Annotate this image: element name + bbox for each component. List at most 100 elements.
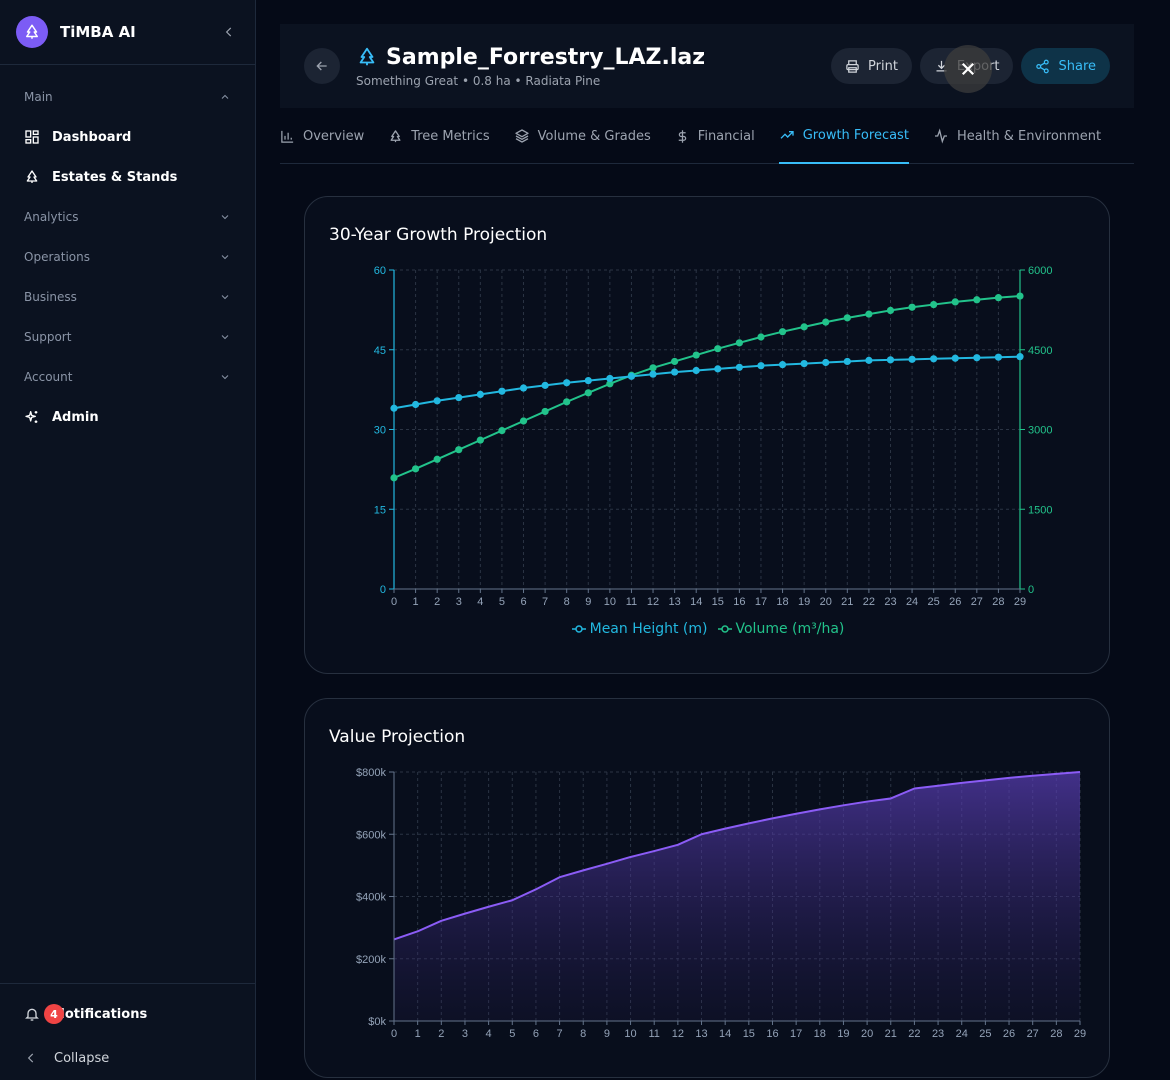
x-tick-label: 20	[820, 596, 832, 608]
x-tick-label: 3	[456, 596, 462, 608]
tab-label: Financial	[697, 128, 755, 144]
back-button[interactable]	[304, 48, 340, 84]
nav-section-label: Main	[24, 90, 53, 104]
close-overlay-button[interactable]	[944, 45, 993, 93]
y-tick-label: 6000	[1028, 265, 1052, 277]
volume-data-point	[411, 465, 420, 473]
volume-series-line	[393, 295, 1021, 479]
volume-data-point	[476, 436, 484, 444]
y-tick-label: 30	[374, 425, 386, 437]
volume-data-point	[908, 303, 916, 311]
x-tick-label: 4	[486, 1028, 492, 1040]
arrow-left-icon	[316, 61, 327, 71]
x-tick-label: 9	[585, 596, 591, 608]
sidebar-item-estates[interactable]: Estates & Stands	[0, 157, 255, 197]
chevron-down-icon	[221, 375, 229, 380]
tree-icon	[24, 169, 40, 185]
volume-data-point	[930, 300, 938, 309]
height-data-point	[1016, 353, 1024, 361]
nav-section-business[interactable]: Business	[0, 277, 255, 317]
share-button[interactable]: Share	[1021, 48, 1110, 84]
legend-label: Mean Height (m)	[589, 621, 708, 637]
print-button[interactable]: Print	[831, 48, 912, 84]
height-data-point	[541, 381, 549, 389]
sidebar-nav: Main Dashboard Estates & Stands Analytic…	[0, 65, 255, 437]
y-tick-label: 45	[374, 345, 386, 357]
x-tick-label: 19	[798, 596, 810, 608]
sidebar-footer: Notifications 4 Collapse	[0, 983, 255, 1080]
volume-data-point	[886, 306, 895, 315]
tab-volume-grades[interactable]: Volume & Grades	[514, 109, 651, 164]
share-icon	[1036, 59, 1050, 73]
legend-item-volume[interactable]: Volume (m³/ha)	[717, 621, 845, 637]
x-tick-label: 21	[885, 1028, 897, 1040]
y-tick-label: 15	[374, 504, 386, 516]
chevron-up-icon	[221, 94, 229, 99]
y-tick-label: $400k	[356, 892, 386, 904]
volume-data-point	[865, 310, 873, 318]
x-tick-label: 6	[533, 1028, 539, 1040]
value-area-fill	[394, 772, 1080, 1021]
tab-health-environment[interactable]: Health & Environment	[933, 109, 1101, 164]
bar-chart-icon	[281, 130, 294, 143]
tab-financial[interactable]: Financial	[675, 109, 755, 164]
chevron-left-icon[interactable]	[219, 22, 239, 42]
tab-tree-metrics[interactable]: Tree Metrics	[388, 109, 490, 164]
x-tick-label: 15	[743, 1028, 755, 1040]
legend-item-height[interactable]: Mean Height (m)	[571, 621, 708, 637]
x-tick-label: 22	[908, 1028, 920, 1040]
dashboard-grid-icon	[24, 129, 40, 145]
nav-section-operations[interactable]: Operations	[0, 237, 255, 277]
value-series-line	[393, 771, 1081, 941]
notifications-button[interactable]: Notifications 4	[0, 992, 255, 1036]
tab-bar: Overview Tree Metrics Volume & Grades Fi…	[280, 109, 1134, 164]
nav-section-label: Account	[24, 370, 73, 384]
x-tick-label: 23	[884, 596, 896, 608]
volume-data-point	[692, 351, 700, 359]
nav-section-analytics[interactable]: Analytics	[0, 197, 255, 237]
sidebar-item-label: Admin	[52, 409, 99, 425]
height-data-point	[994, 353, 1003, 361]
x-tick-label: 8	[580, 1028, 586, 1040]
x-tick-label: 2	[434, 596, 440, 608]
volume-data-point	[519, 417, 528, 425]
height-data-point	[930, 355, 938, 363]
nav-section-label: Support	[24, 330, 72, 344]
tab-overview[interactable]: Overview	[280, 109, 364, 164]
volume-data-point	[541, 407, 549, 416]
x-tick-label: 18	[814, 1028, 826, 1040]
volume-data-point	[843, 314, 851, 322]
chevron-left-icon	[24, 1051, 38, 1065]
chevron-down-icon	[221, 255, 229, 260]
x-tick-label: 19	[837, 1028, 849, 1040]
volume-data-point	[606, 380, 614, 388]
nav-section-support[interactable]: Support	[0, 317, 255, 357]
close-icon	[961, 62, 975, 76]
x-tick-label: 7	[542, 596, 548, 608]
x-tick-label: 22	[863, 596, 875, 608]
collapse-button[interactable]: Collapse	[0, 1036, 255, 1080]
sidebar-item-label: Estates & Stands	[52, 169, 178, 185]
tree-logo-icon	[16, 16, 48, 48]
chart-legend: Mean Height (m) Volume (m³/ha)	[305, 621, 1111, 637]
file-header: Sample_Forrestry_LAZ.laz Something Great…	[280, 24, 1134, 108]
nav-section-account[interactable]: Account	[0, 357, 255, 397]
nav-section-label: Business	[24, 290, 77, 304]
nav-section-main[interactable]: Main	[0, 77, 255, 117]
sidebar-item-dashboard[interactable]: Dashboard	[0, 117, 255, 157]
sidebar: TiMBA AI Main Dashboard Estates & Stands…	[0, 0, 256, 1080]
height-data-point	[951, 354, 959, 362]
layers-icon	[514, 129, 529, 143]
sidebar-item-admin[interactable]: Admin	[0, 397, 255, 437]
bell-icon	[24, 1006, 40, 1022]
x-tick-label: 26	[1003, 1028, 1015, 1040]
x-tick-label: 10	[604, 596, 616, 608]
chart-title: 30-Year Growth Projection	[329, 225, 548, 245]
x-tick-label: 0	[391, 1028, 397, 1040]
legend-label: Volume (m³/ha)	[735, 621, 845, 637]
x-tick-label: 7	[557, 1028, 563, 1040]
y-tick-label: 3000	[1028, 425, 1052, 437]
tab-growth-forecast[interactable]: Growth Forecast	[778, 109, 909, 164]
volume-data-point	[671, 357, 679, 366]
height-data-point	[886, 356, 895, 364]
